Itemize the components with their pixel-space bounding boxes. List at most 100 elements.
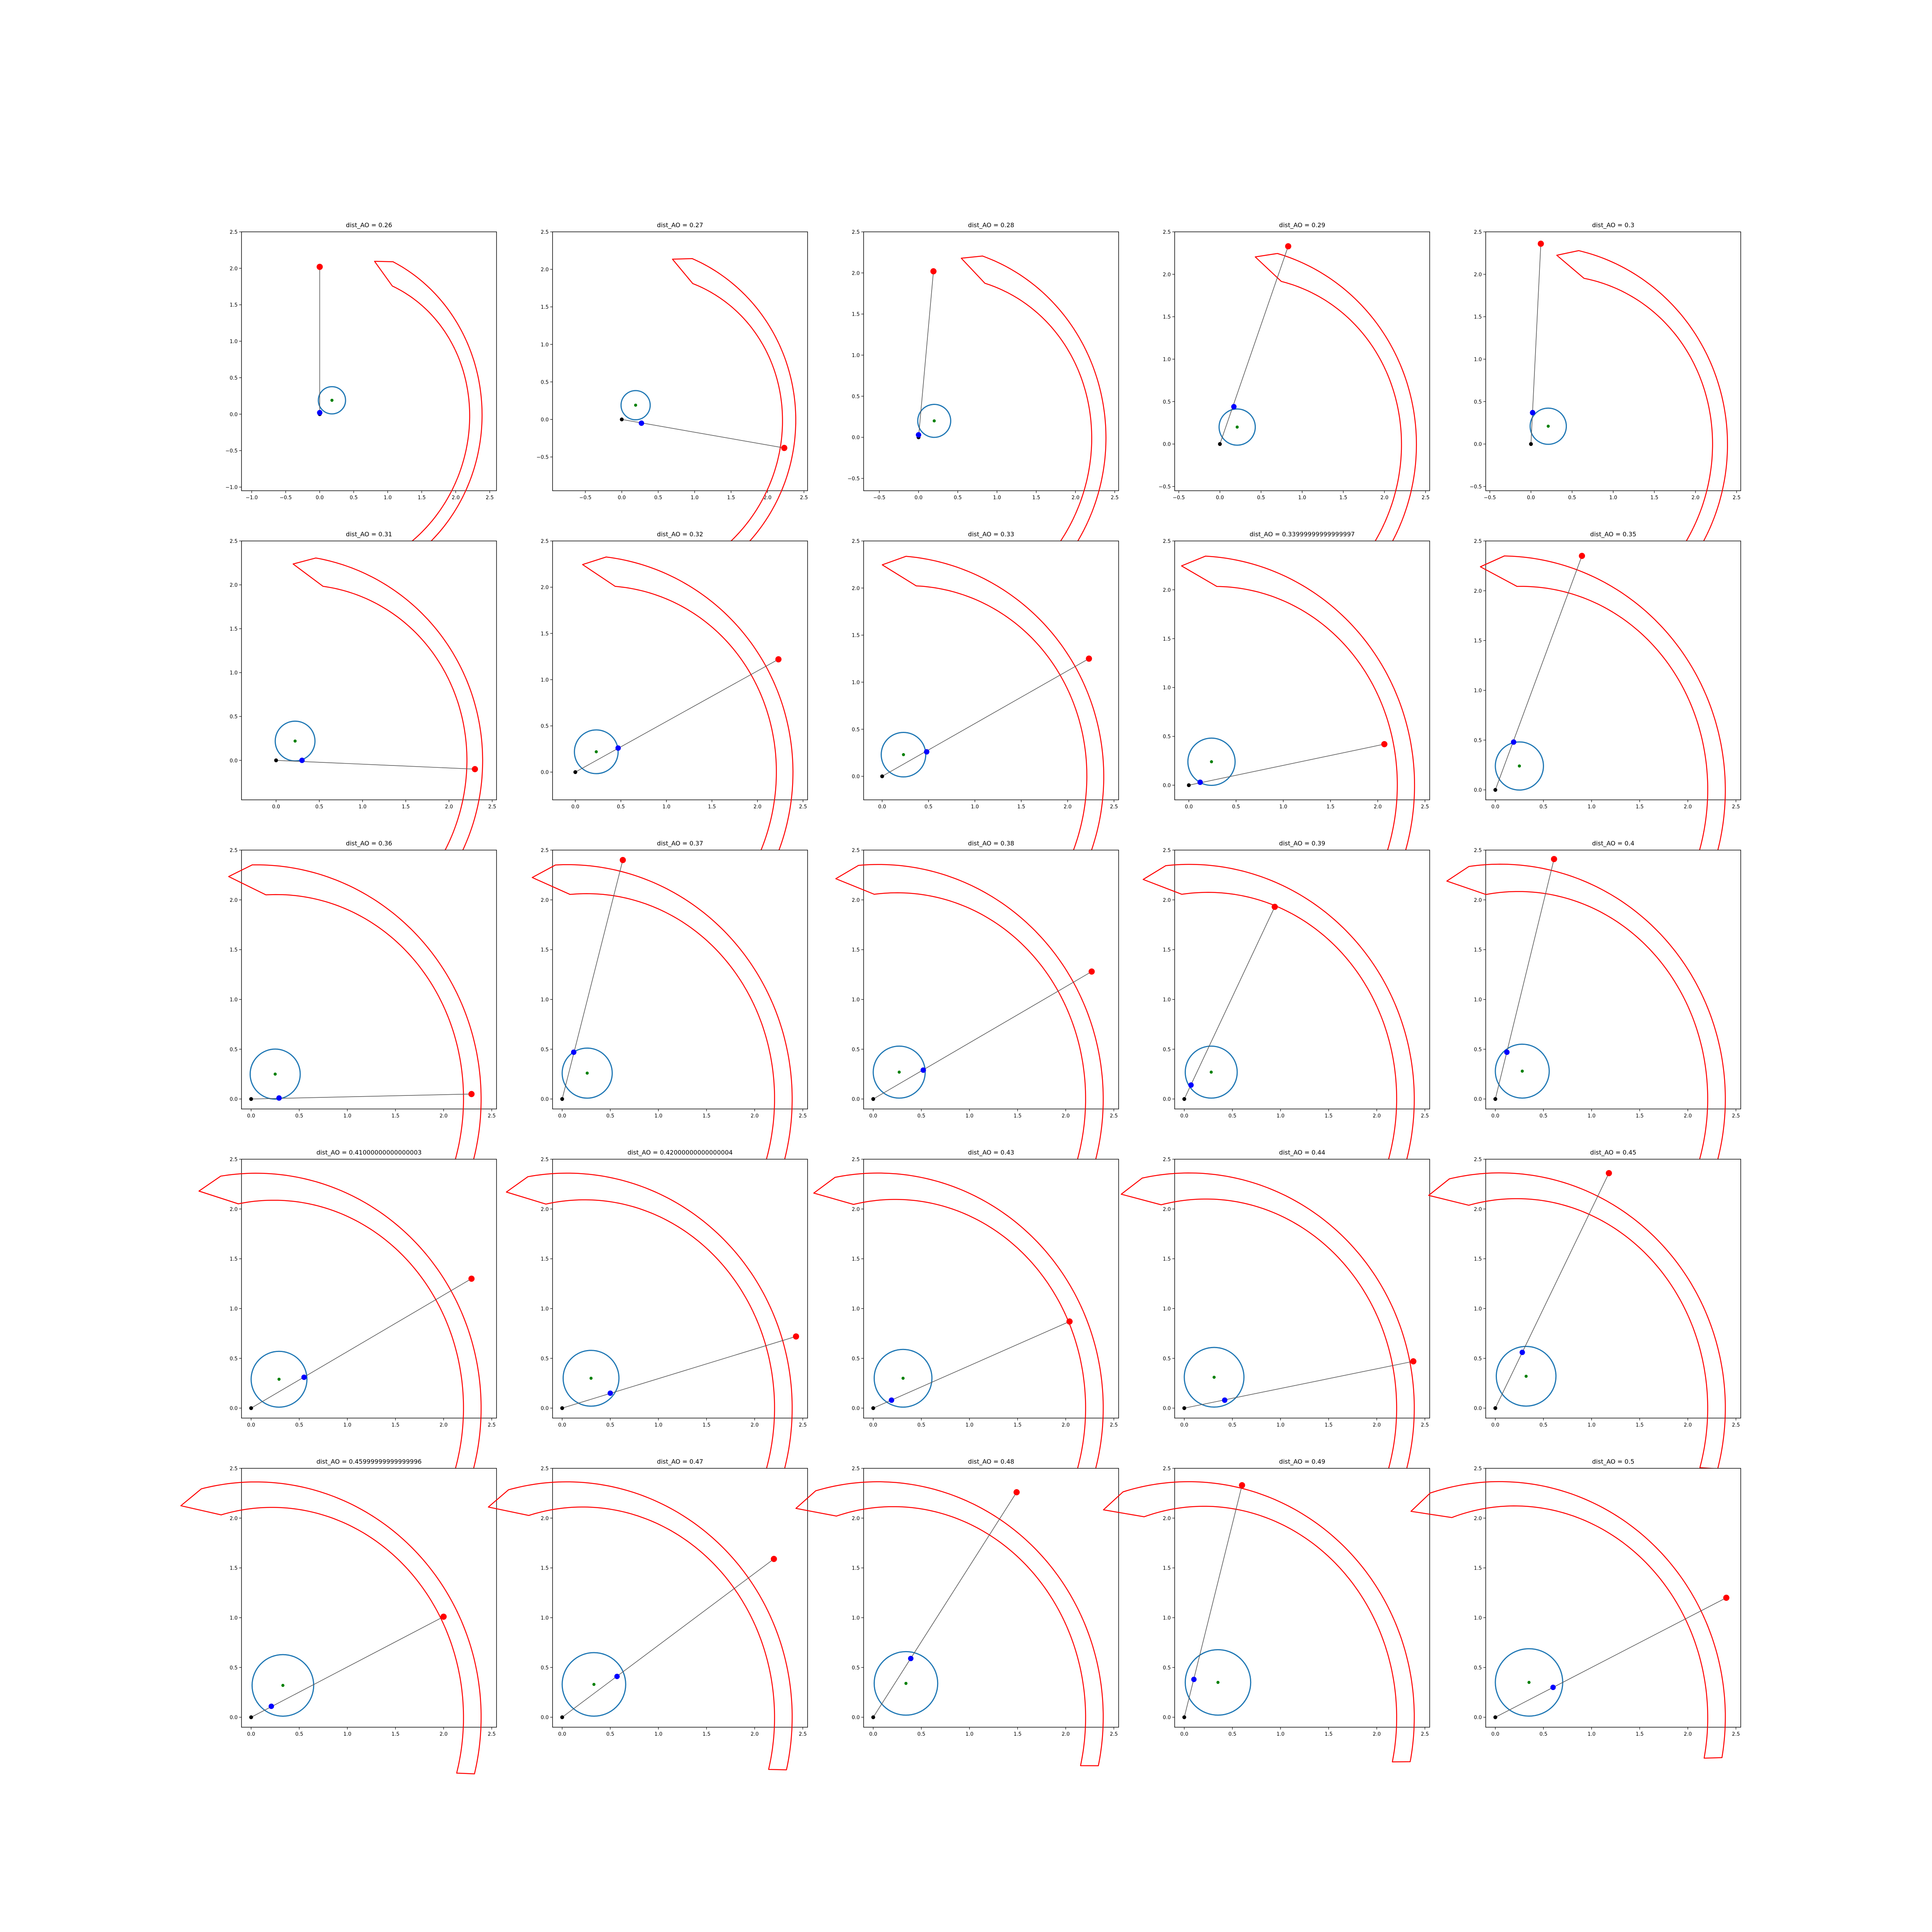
center-point [1209,1070,1213,1074]
center-point [1518,764,1521,768]
x-tick-label: −0.5 [1173,495,1185,501]
x-tick-label: 0.5 [954,495,962,501]
x-tick-label: 1.5 [1014,1113,1022,1119]
x-tick-label: 0.0 [869,1422,878,1428]
x-tick-label: 2.5 [1732,804,1740,810]
x-tick-label: 2.5 [1110,1113,1118,1119]
origin-point [871,1406,875,1410]
y-tick-label: 2.5 [1474,848,1482,854]
curve-series [1103,1481,1415,1763]
x-tick-label: 1.0 [1298,495,1306,501]
circle-series [251,1654,315,1717]
x-tick-label: 2.5 [1421,1422,1429,1428]
x-tick-label: 2.0 [1064,804,1072,810]
origin-point [1182,1406,1186,1410]
subplot: dist_AO = 0.35 0.0 0.5 1.0 1.5 2.0 2.5 0.0 0.5 1.… [1474,531,1741,905]
x-tick-label: 2.0 [440,1113,448,1119]
y-tick-label: 0.5 [1163,1047,1171,1053]
circle-series [873,1651,939,1716]
x-tick-label: 1.0 [1277,1113,1285,1119]
circle-series [917,404,951,438]
subplot: dist_AO = 0.31 0.0 0.5 1.0 1.5 2.0 2.5 0.0 0.5 1.… [230,531,497,889]
point-p [1410,1358,1417,1365]
y-tick-label: 2.5 [541,1157,549,1163]
origin-point [620,417,624,422]
x-tick-label: 2.5 [1421,1113,1429,1119]
y-tick-label: 2.0 [230,1207,238,1213]
circle-series [881,731,927,778]
axes-frame [1174,231,1430,491]
subplot-title: dist_AO = 0.5 [1592,1458,1634,1466]
y-tick-label: 1.0 [852,680,860,685]
point-p [1551,856,1557,862]
axes-frame [1485,850,1741,1109]
axes-frame [552,850,808,1109]
subplot-title: dist_AO = 0.43 [968,1149,1014,1156]
x-tick-label: 0.0 [1492,1422,1500,1428]
y-tick-label: 1.0 [1474,357,1482,363]
y-tick-label: 1.5 [1474,315,1482,320]
curve-series [180,1481,482,1775]
origin-point [573,770,577,774]
point-p [468,1091,475,1097]
axes-frame [552,231,808,491]
x-tick-label: 1.5 [1650,495,1658,501]
circle-series [1187,737,1236,786]
x-tick-label: 1.0 [993,495,1001,501]
y-tick-label: 0.5 [852,1356,860,1362]
y-tick-label: 1.5 [230,626,238,632]
y-tick-label: 1.0 [230,1306,238,1312]
subplot-title: dist_AO = 0.35 [1590,531,1636,538]
y-tick-label: 0.0 [541,417,549,423]
y-tick-label: 1.5 [230,1257,238,1262]
x-tick-label: 2.0 [1381,495,1389,501]
x-tick-label: 1.5 [1636,1731,1644,1737]
y-tick-label: 1.0 [1163,357,1171,363]
x-tick-label: 1.5 [1339,495,1347,501]
y-tick-label: 1.5 [1163,947,1171,953]
origin-point [1493,788,1497,792]
point-m [317,410,323,416]
segment-line [1495,1173,1609,1408]
center-point [1235,425,1239,429]
x-tick-label: 2.5 [488,1113,496,1119]
circle-series [562,1350,620,1407]
x-tick-label: 0.5 [1539,1113,1548,1119]
circle-series [1184,1045,1238,1099]
y-tick-label: 0.5 [1474,1047,1482,1053]
x-tick-label: 2.0 [751,1113,759,1119]
x-tick-label: 1.0 [1609,495,1617,501]
x-tick-label: 0.5 [606,1731,614,1737]
center-point [1527,1681,1531,1684]
y-tick-label: 1.5 [230,947,238,953]
x-tick-label: 1.5 [702,1731,711,1737]
subplot-title: dist_AO = 0.48 [968,1458,1014,1466]
y-tick-label: 1.5 [541,631,549,637]
subplot-title: dist_AO = 0.45 [1590,1149,1636,1156]
y-tick-label: 2.0 [1163,587,1171,593]
x-tick-label: 2.0 [1692,495,1700,501]
point-p [1086,655,1092,662]
y-tick-label: 0.0 [1474,1097,1482,1102]
subplot-title: dist_AO = 0.32 [657,531,703,538]
origin-point [249,1715,253,1719]
x-tick-label: 0.0 [1180,1731,1189,1737]
axes-frame [1174,850,1430,1109]
y-tick-label: 0.0 [230,1715,238,1721]
point-m [889,1397,895,1403]
point-m [607,1390,613,1396]
y-tick-label: 0.0 [1163,1715,1171,1721]
segment-line [1219,246,1289,444]
point-m [1191,1677,1197,1682]
circle-series [250,1350,308,1408]
axes-frame [1485,541,1741,800]
segment-line [1184,906,1275,1099]
subplot: dist_AO = 0.32 0.0 0.5 1.0 1.5 2.0 2.5 0.0 0.5 1.… [541,531,808,899]
y-tick-label: 0.0 [230,758,238,764]
y-tick-label: 0.0 [1474,442,1482,447]
x-tick-label: 0.0 [558,1422,566,1428]
x-tick-label: 0.5 [1539,1422,1548,1428]
subplot-title: dist_AO = 0.44 [1279,1149,1325,1156]
circle-series [1218,408,1256,446]
y-tick-label: 0.0 [1163,1097,1171,1102]
